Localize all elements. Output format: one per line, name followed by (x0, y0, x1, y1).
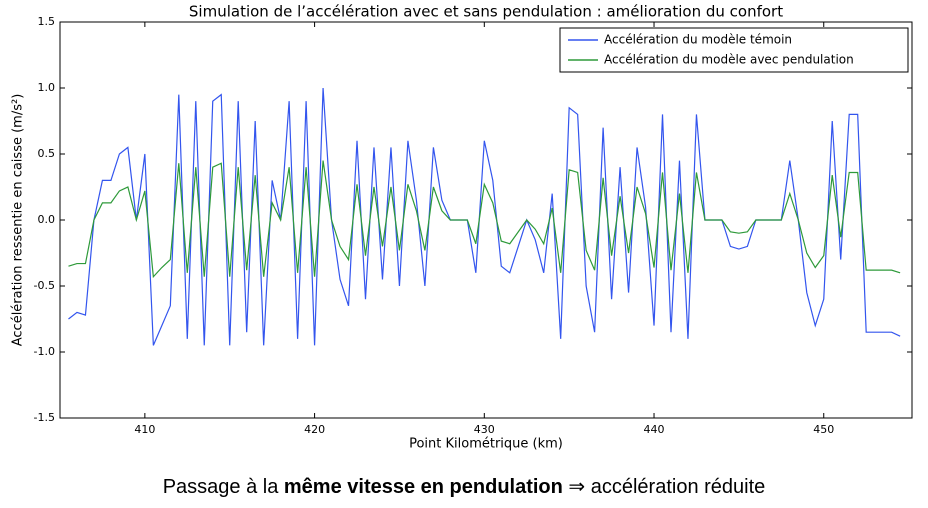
x-tick-label: 410 (134, 423, 155, 436)
legend-box (559, 27, 909, 73)
caption: Passage à la même vitesse en pendulation… (0, 474, 928, 499)
chart-title: Simulation de l’accélération avec et san… (189, 3, 783, 21)
y-tick-label: -1.0 (34, 345, 55, 358)
x-tick-label: 450 (813, 423, 834, 436)
x-tick-label: 430 (474, 423, 495, 436)
y-axis-label: Accélération ressentie en caisse (m/s²) (11, 94, 26, 347)
caption-text: ⇒ accélération réduite (562, 476, 766, 498)
x-axis-label: Point Kilométrique (km) (409, 437, 563, 452)
caption-bold: même vitesse en pendulation (283, 476, 563, 498)
caption-text: Passage à la (162, 476, 284, 498)
y-tick-label: 1.0 (38, 81, 56, 94)
x-tick-label: 440 (644, 423, 665, 436)
chart: Simulation de l’accélération avec et san… (11, 3, 913, 452)
y-tick-label: -0.5 (34, 279, 55, 292)
legend-label: Accélération du modèle témoin (604, 33, 792, 47)
y-tick-label: 0.5 (38, 147, 56, 160)
series-line (68, 160, 901, 279)
series-line (68, 87, 901, 346)
y-tick-label: -1.5 (34, 411, 55, 424)
legend-label: Accélération du modèle avec pendulation (604, 53, 854, 67)
y-tick-label: 1.5 (38, 15, 56, 28)
x-tick-label: 420 (304, 423, 325, 436)
y-tick-label: 0.0 (38, 213, 56, 226)
plot-frame (59, 21, 913, 419)
